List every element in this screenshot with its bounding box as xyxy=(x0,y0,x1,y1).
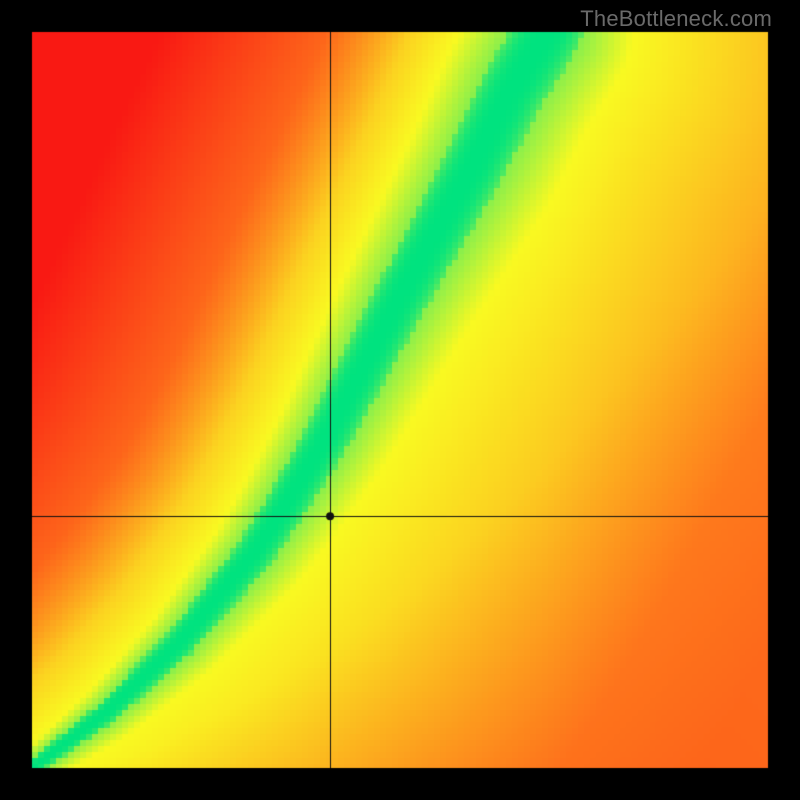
heatmap-canvas xyxy=(0,0,800,800)
chart-container: { "watermark": { "text": "TheBottleneck.… xyxy=(0,0,800,800)
watermark-text: TheBottleneck.com xyxy=(580,6,772,32)
